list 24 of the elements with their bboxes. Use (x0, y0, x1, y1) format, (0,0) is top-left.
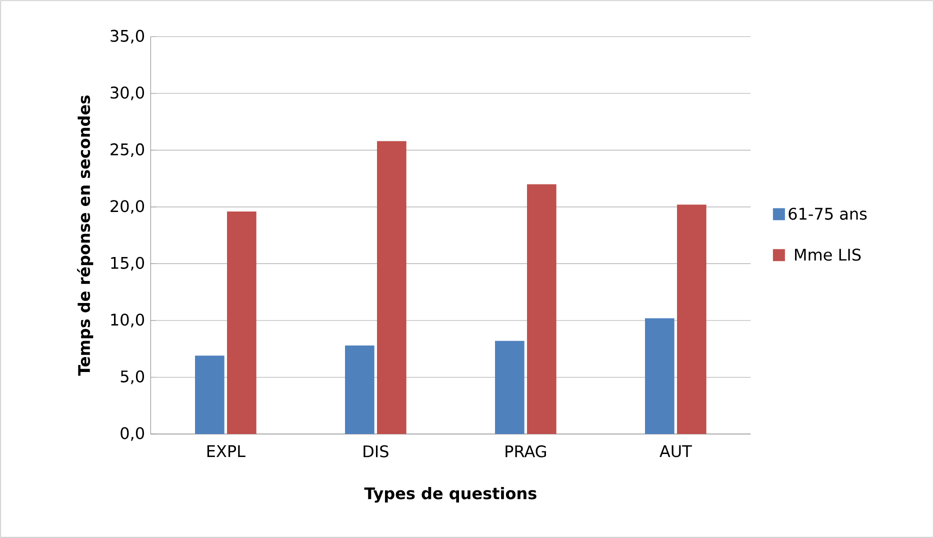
x-tick-label: AUT (660, 445, 692, 458)
y-tick-label: 30,0 (110, 86, 144, 100)
y-tick-label: 25,0 (110, 143, 144, 158)
y-tick-label: 0,0 (120, 427, 144, 441)
bar (527, 184, 556, 434)
y-tick-label: 15,0 (111, 256, 144, 271)
bar (377, 141, 406, 434)
y-tick-label: 20,0 (110, 200, 144, 214)
legend-label: 61-75 ans (788, 208, 867, 220)
bar (345, 345, 374, 434)
x-tick-label: EXPL (207, 445, 246, 457)
y-tick-label: 5,0 (120, 370, 144, 384)
bar (645, 318, 674, 434)
bar (495, 340, 524, 434)
bar (227, 211, 256, 434)
y-tick-label: 10,0 (111, 314, 144, 328)
x-tick-label: DIS (364, 445, 388, 458)
bar (195, 356, 224, 434)
legend-label: Mme LIS (795, 248, 861, 261)
bar (677, 204, 706, 434)
y-axis-title: Temps de réponse en secondes (77, 96, 94, 376)
x-axis-title: Types de questions (364, 486, 536, 503)
x-tick-label: PRAG (506, 445, 546, 458)
y-tick-label: 35,0 (110, 30, 144, 44)
